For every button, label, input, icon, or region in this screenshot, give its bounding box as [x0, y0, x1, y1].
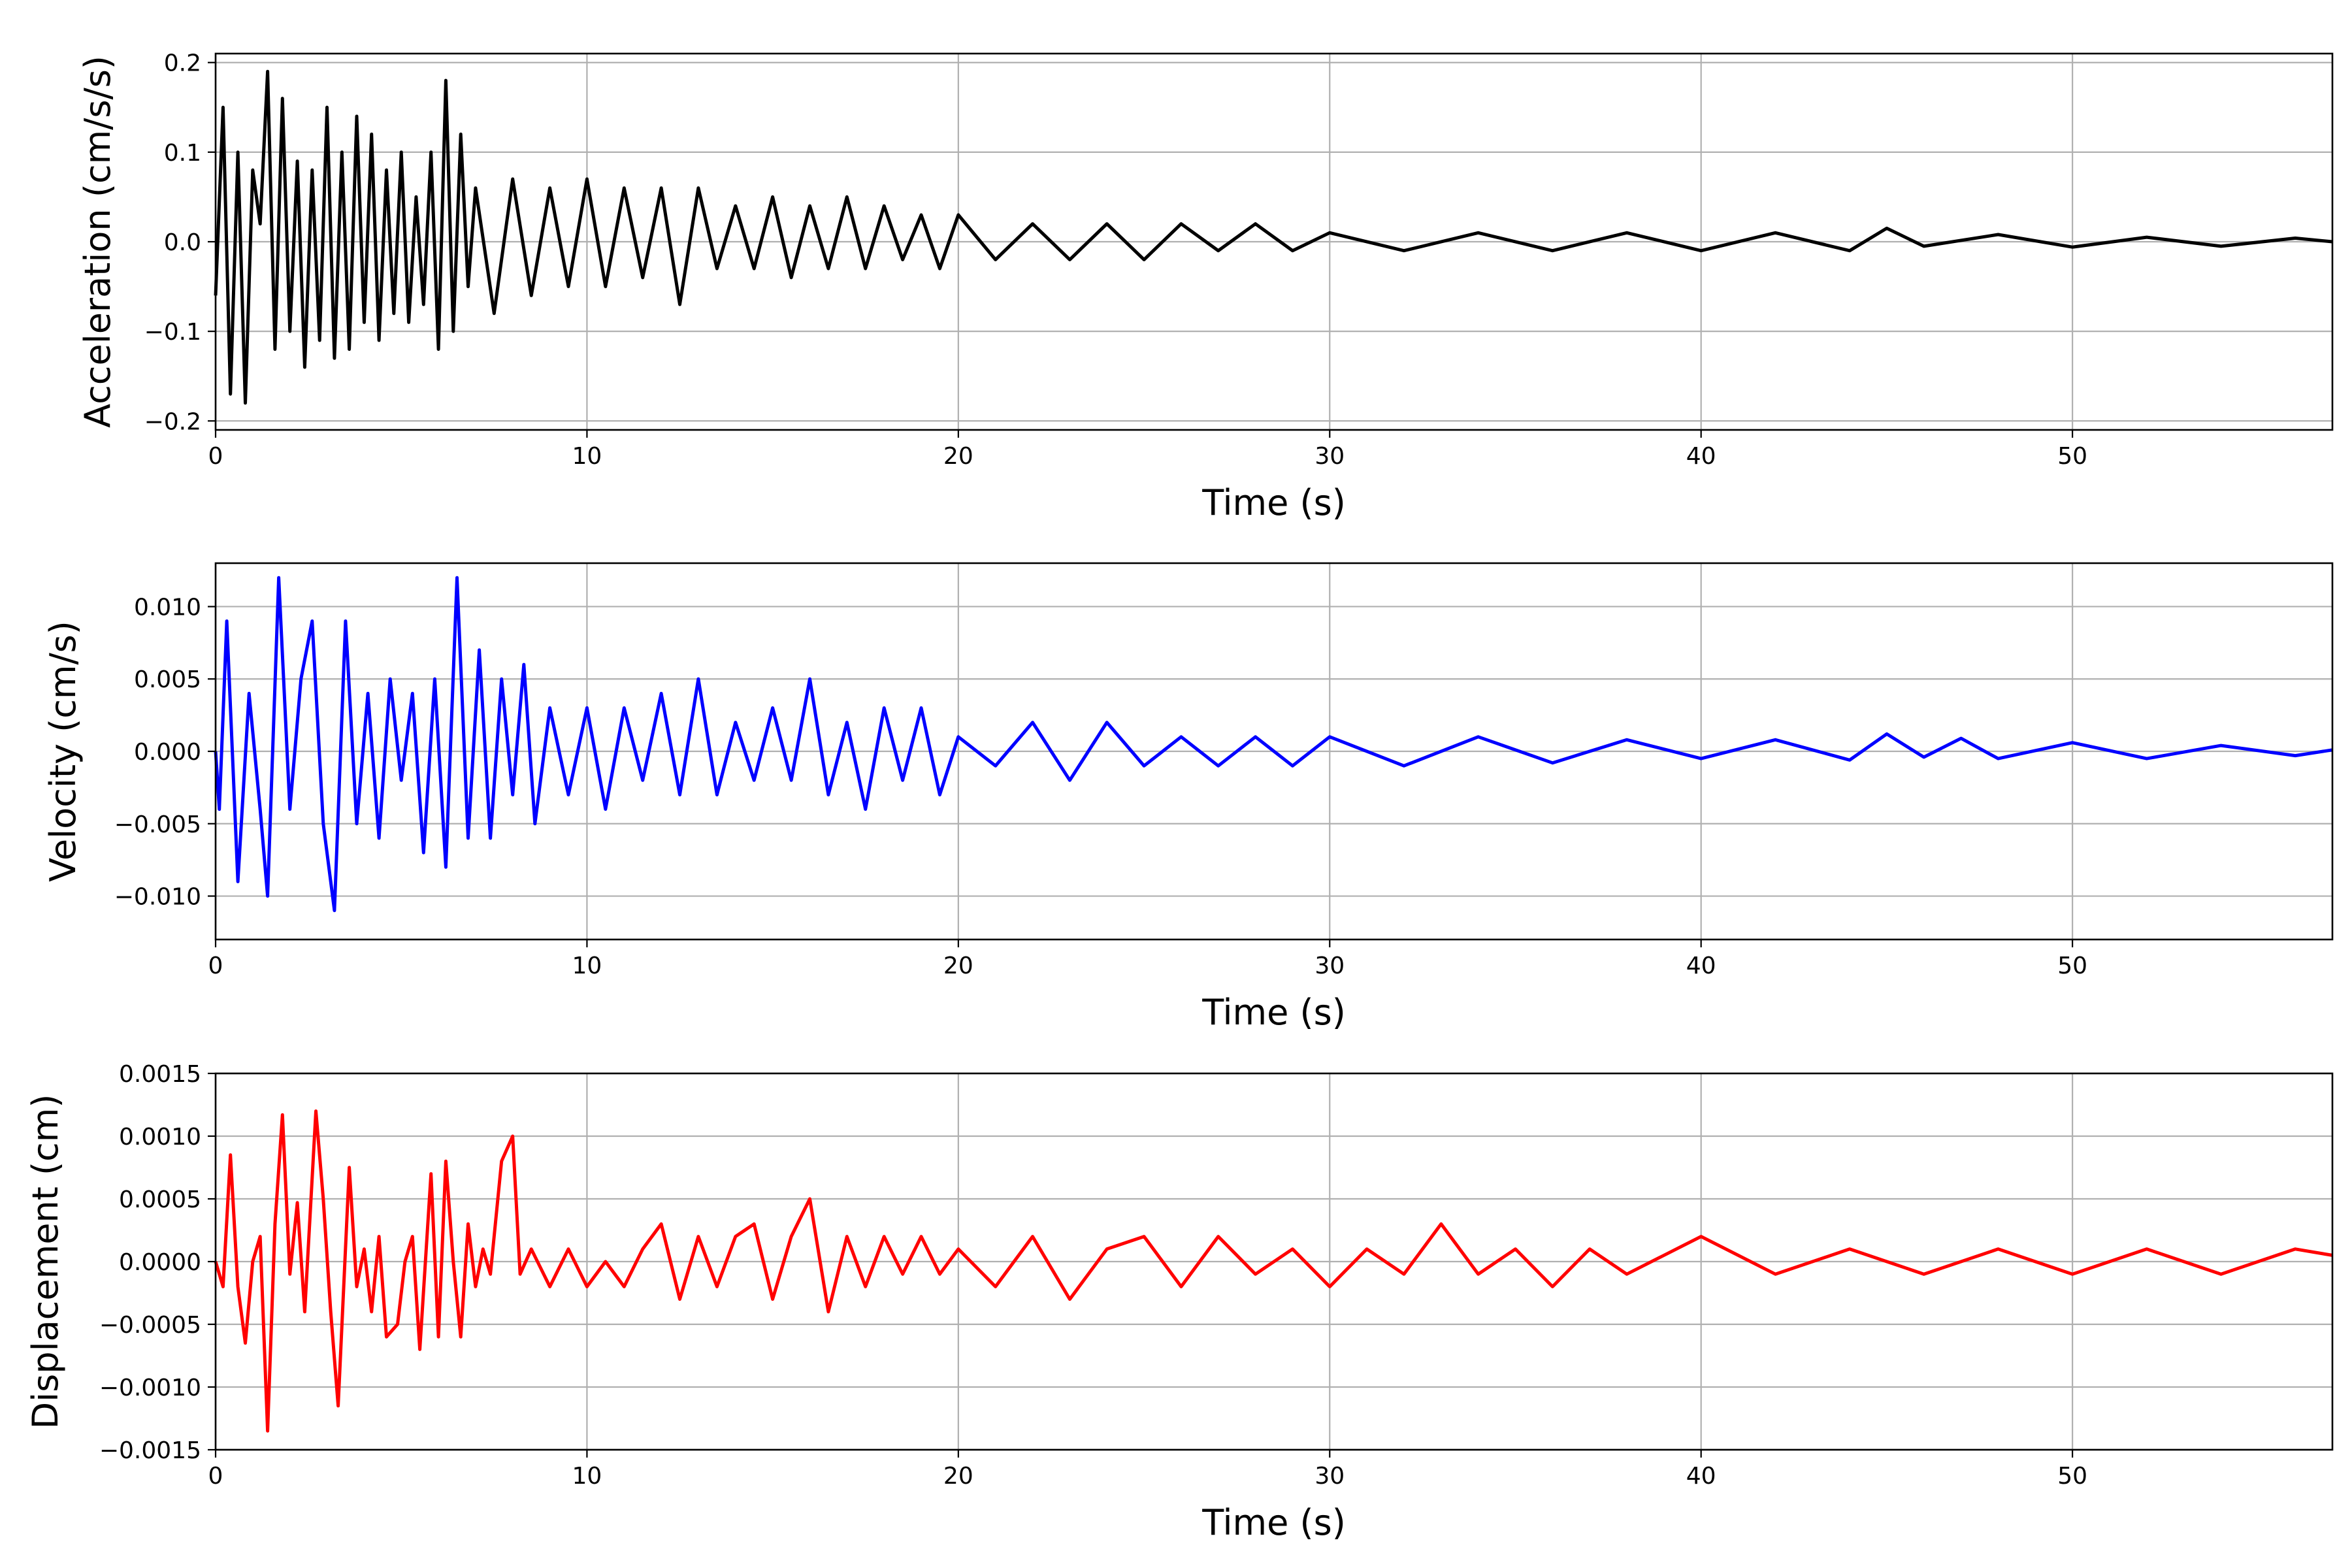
displacement-y-tick-label: −0.0005 — [99, 1312, 201, 1339]
acceleration-panel: 0 10 20 30 40 50 −0.2 −0.1 0.0 0.1 0.2 Time (s) Acce… — [77, 50, 2334, 523]
acceleration-y-tick-label: 0.1 — [164, 140, 201, 167]
acceleration-x-tick-label: 40 — [1686, 443, 1716, 470]
displacement-y-tick-label: −0.0015 — [99, 1437, 201, 1464]
displacement-y-tick-label: −0.0010 — [99, 1375, 201, 1401]
displacement-series-line — [214, 1109, 2333, 1433]
velocity-y-tick-label: 0.010 — [134, 594, 201, 621]
acceleration-y-tick-label: −0.2 — [144, 408, 201, 435]
velocity-x-tick-label: 0 — [208, 953, 223, 979]
acceleration-x-tick-label: 50 — [2057, 443, 2087, 470]
velocity-x-tick-label: 20 — [943, 953, 973, 979]
velocity-x-tick-label: 40 — [1686, 953, 1716, 979]
displacement-panel: 0 10 20 30 40 50 −0.0015 −0.0010 −0.0005 0.0000 0.… — [25, 1061, 2334, 1543]
displacement-x-tick-label: 50 — [2057, 1463, 2087, 1490]
velocity-x-axis-label: Time (s) — [1201, 992, 1346, 1033]
velocity-y-axis-label: Velocity (cm/s) — [42, 621, 84, 882]
subplots: 0 10 20 30 40 50 −0.2 −0.1 0.0 0.1 0.2 Time (s) Acce… — [25, 50, 2334, 1543]
velocity-x-tick-label: 50 — [2057, 953, 2087, 979]
displacement-y-axis-label: Displacement (cm) — [25, 1094, 66, 1429]
displacement-y-tick-label: 0.0000 — [119, 1249, 201, 1276]
displacement-y-tick-label: 0.0005 — [119, 1186, 201, 1213]
acceleration-series-line — [214, 69, 2333, 405]
displacement-x-tick-label: 10 — [572, 1463, 602, 1490]
acceleration-x-tick-label: 0 — [208, 443, 223, 470]
velocity-y-tick-label: −0.010 — [114, 884, 201, 911]
velocity-series-line — [214, 576, 2333, 913]
displacement-x-tick-label: 40 — [1686, 1463, 1716, 1490]
acceleration-y-axis-label: Acceleration (cm/s/s) — [77, 56, 118, 428]
acceleration-x-tick-label: 30 — [1315, 443, 1345, 470]
displacement-x-tick-label: 30 — [1315, 1463, 1345, 1490]
velocity-x-tick-label: 10 — [572, 953, 602, 979]
acceleration-x-tick-label: 20 — [943, 443, 973, 470]
acceleration-y-tick-label: 0.0 — [164, 229, 201, 256]
velocity-panel: 0 10 20 30 40 50 −0.010 −0.005 0.000 0.005 0.010 Ti… — [42, 562, 2334, 1033]
displacement-x-tick-label: 20 — [943, 1463, 973, 1490]
displacement-y-tick-label: 0.0015 — [119, 1061, 201, 1088]
displacement-x-tick-label: 0 — [208, 1463, 223, 1490]
acceleration-y-tick-label: 0.2 — [164, 50, 201, 77]
acceleration-y-tick-label: −0.1 — [144, 319, 201, 346]
velocity-y-tick-label: 0.000 — [134, 739, 201, 766]
acceleration-x-tick-label: 10 — [572, 443, 602, 470]
velocity-y-tick-label: −0.005 — [114, 811, 201, 838]
velocity-y-tick-label: 0.005 — [134, 666, 201, 693]
displacement-x-axis-label: Time (s) — [1201, 1502, 1346, 1543]
acceleration-x-axis-label: Time (s) — [1201, 482, 1346, 523]
displacement-y-tick-label: 0.0010 — [119, 1124, 201, 1151]
velocity-x-tick-label: 30 — [1315, 953, 1345, 979]
